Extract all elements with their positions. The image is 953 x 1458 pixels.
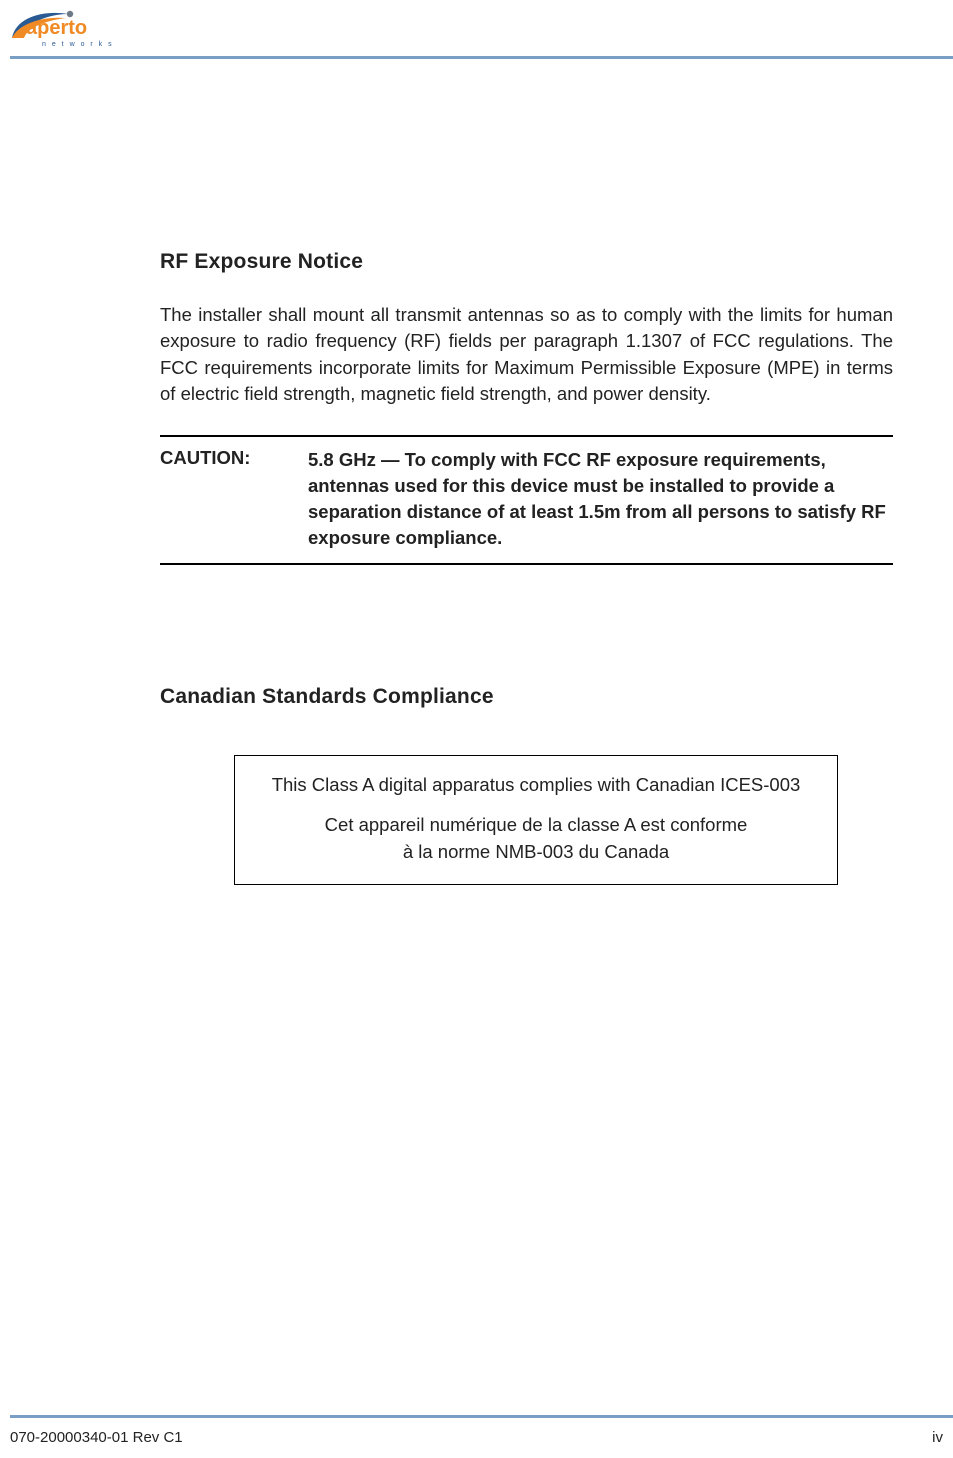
canadian-box-fr-line1: Cet appareil numérique de la classe A es… [245, 812, 827, 839]
canadian-box-en: This Class A digital apparatus complies … [245, 772, 827, 799]
aperto-logo: aperto n e t w o r k s [6, 4, 146, 57]
footer-rule [10, 1415, 953, 1418]
caution-label: CAUTION: [160, 447, 308, 551]
caution-block: CAUTION: 5.8 GHz — To comply with FCC RF… [160, 435, 893, 565]
rf-exposure-body: The installer shall mount all transmit a… [160, 302, 893, 407]
canadian-box-fr-line2: à la norme NMB-003 du Canada [245, 839, 827, 866]
aperto-logo-icon: aperto n e t w o r k s [6, 4, 146, 52]
canadian-section: Canadian Standards Compliance This Class… [160, 685, 893, 885]
footer-page-number: iv [932, 1429, 943, 1446]
rf-exposure-heading: RF Exposure Notice [160, 250, 893, 274]
content-area: RF Exposure Notice The installer shall m… [160, 250, 893, 885]
document-page: aperto n e t w o r k s RF Exposure Notic… [0, 0, 953, 1458]
canadian-heading: Canadian Standards Compliance [160, 685, 893, 709]
page-header: aperto n e t w o r k s [0, 0, 953, 70]
footer-doc-id: 070-20000340-01 Rev C1 [10, 1429, 183, 1446]
caution-text: 5.8 GHz — To comply with FCC RF exposure… [308, 447, 893, 551]
logo-sub-text: n e t w o r k s [42, 41, 114, 48]
canadian-compliance-box: This Class A digital apparatus complies … [234, 755, 838, 885]
page-footer: 070-20000340-01 Rev C1 iv [10, 1424, 943, 1446]
logo-main-text: aperto [26, 17, 87, 39]
header-rule [10, 56, 953, 59]
